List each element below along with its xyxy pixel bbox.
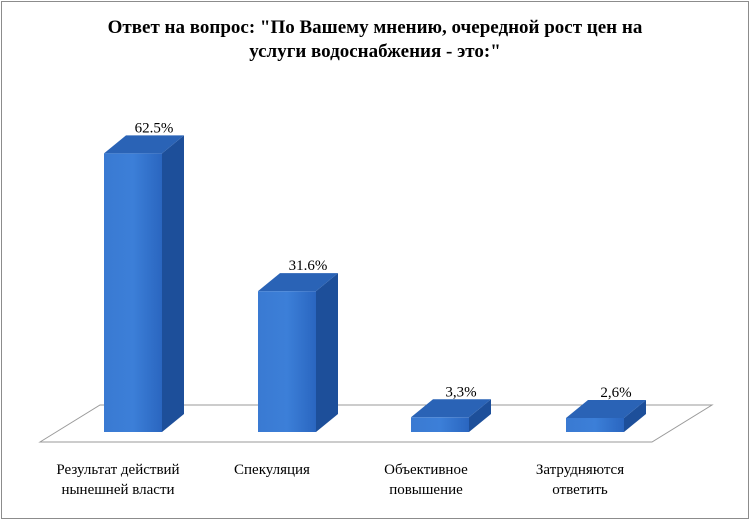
bar-side-face	[162, 135, 184, 432]
data-labels-group: 62.5% 31.6% 3,3% 2,6%	[135, 120, 632, 401]
chart-floor	[38, 404, 714, 443]
chart-title-line-1: Ответ на вопрос: "По Вашему мнению, очер…	[107, 17, 643, 38]
bar-top-face	[258, 273, 338, 292]
bar-2	[258, 273, 338, 432]
data-label-3: 3,3%	[445, 384, 476, 400]
floor-plane	[38, 404, 714, 443]
bar-front-face	[411, 417, 469, 432]
data-label-4: 2,6%	[600, 385, 631, 401]
bar-3	[411, 399, 491, 432]
bar-top-face	[411, 399, 491, 418]
bar-top-face	[566, 400, 646, 418]
bar-front-face	[258, 291, 316, 432]
bar-side-face	[624, 400, 646, 432]
category-label-3: Объективное повышение	[384, 462, 468, 498]
bar-side-face	[469, 399, 491, 432]
chart-title: Ответ на вопрос: "По Вашему мнению, очер…	[40, 16, 710, 64]
data-label-1: 62.5%	[135, 120, 174, 136]
data-label-2: 31.6%	[289, 258, 328, 274]
category-label-2: Спекуляция	[234, 462, 310, 478]
bar-4	[566, 400, 646, 432]
bar-top-face	[104, 135, 184, 154]
chart-title-line-2: услуги водоснабжения - это:"	[249, 41, 501, 62]
category-label-4: Затрудняются ответить	[536, 462, 624, 498]
bars-group	[104, 135, 646, 432]
category-labels-group: Результат действий нынешней власти Спекуля…	[56, 462, 624, 498]
bar-1	[104, 135, 184, 432]
bar-front-face	[104, 153, 162, 432]
category-label-1: Результат действий нынешней власти	[56, 462, 179, 498]
bar-front-face	[566, 418, 624, 432]
bar-side-face	[316, 273, 338, 432]
